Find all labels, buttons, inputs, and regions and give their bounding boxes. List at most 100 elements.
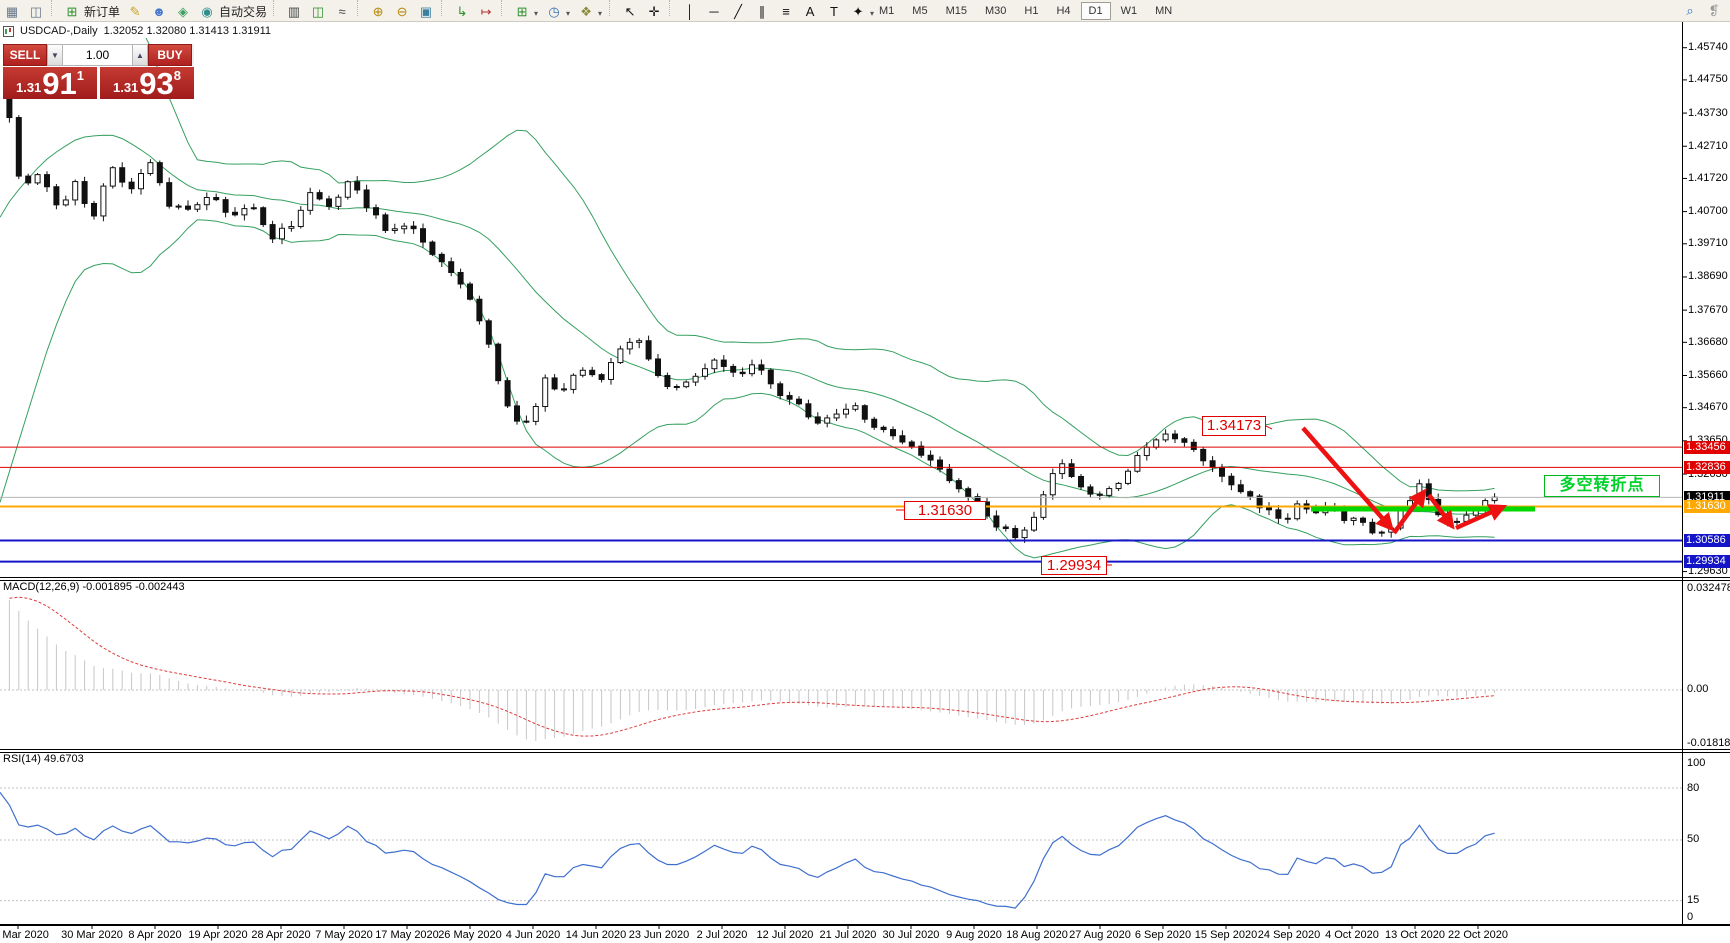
- volume-increase-button[interactable]: ▲: [132, 44, 148, 66]
- trend-arrow-1[interactable]: [1301, 426, 1394, 532]
- zoom-in-icon[interactable]: ⊕: [372, 4, 384, 19]
- chart-window-icon[interactable]: ▦: [5, 4, 19, 19]
- macd-signal-line: [9, 596, 1495, 737]
- trend-arrow-4[interactable]: [1455, 504, 1508, 531]
- metaeditor-icon[interactable]: ✎: [129, 4, 141, 19]
- candlestick-chart-icon[interactable]: ◫: [311, 4, 325, 19]
- price-scale-tick: 1.44750: [1688, 73, 1728, 86]
- price-scale-label-1.31630: 1.31630: [1684, 500, 1730, 514]
- periods-icon[interactable]: ◷: [548, 4, 560, 19]
- price-scale-label-1.32836: 1.32836: [1684, 460, 1730, 474]
- chart-title-bar: USDCAD-,Daily 1.32052 1.32080 1.31413 1.…: [3, 24, 271, 38]
- bar-chart-icon[interactable]: ▥: [287, 4, 301, 19]
- rsi-pane-separator[interactable]: [0, 749, 1730, 750]
- chart-shift-icon[interactable]: ↦: [480, 4, 492, 19]
- text-icon[interactable]: A: [805, 4, 815, 19]
- price-scale-border: [1682, 21, 1683, 925]
- date-label: 7 May 2020: [315, 929, 373, 941]
- macd-scale-bottom: -0.018182: [1687, 737, 1730, 749]
- fibonacci-icon[interactable]: ≡: [782, 4, 790, 19]
- date-label: 9 Aug 2020: [946, 929, 1002, 941]
- timeframe-button-d1[interactable]: D1: [1080, 1, 1111, 20]
- dropdown-arrow-icon[interactable]: ▾: [566, 9, 571, 18]
- tile-windows-icon[interactable]: ▣: [419, 4, 433, 19]
- toolbar-separator: [669, 0, 675, 16]
- buy-price-big: 93: [139, 66, 174, 101]
- market-icon[interactable]: ◉: [201, 4, 213, 19]
- arrows-icon[interactable]: ✦: [852, 4, 864, 19]
- timeframe-button-m5[interactable]: M5: [912, 4, 928, 17]
- price-scale-tick: 1.35660: [1688, 368, 1728, 381]
- toolbar-right-group: ⌕ ❡: [1678, 0, 1726, 21]
- timeframe-button-mn[interactable]: MN: [1155, 4, 1173, 17]
- rsi-scale-tick: 50: [1687, 833, 1700, 845]
- date-label: 19 Apr 2020: [188, 929, 248, 941]
- text-label-icon[interactable]: T: [830, 4, 838, 19]
- signals-icon[interactable]: ◈: [178, 4, 189, 19]
- community-icon[interactable]: ☻: [152, 4, 166, 19]
- zoom-out-icon[interactable]: ⊖: [396, 4, 408, 19]
- buy-button[interactable]: BUY: [148, 44, 192, 66]
- trendline-icon[interactable]: ╱: [734, 4, 742, 19]
- date-label: 4 Oct 2020: [1325, 929, 1379, 941]
- crosshair-icon[interactable]: ✛: [648, 4, 660, 19]
- chat-icon[interactable]: ❡: [1708, 2, 1720, 18]
- timeframe-button-m30[interactable]: M30: [984, 4, 1007, 17]
- macd-pane-separator[interactable]: [0, 577, 1730, 578]
- date-label: 2 Jul 2020: [696, 929, 748, 941]
- trade-controls-row: SELL ▼ ▲ BUY: [3, 44, 194, 66]
- trend-arrow-3[interactable]: [1427, 493, 1455, 530]
- rsi-pane: [0, 787, 1682, 909]
- timeframe-button-h1[interactable]: H1: [1024, 4, 1039, 17]
- turning-point-note[interactable]: 多空转折点: [1544, 475, 1660, 497]
- cursor-icon[interactable]: ↖: [624, 4, 636, 19]
- date-label: 21 Jul 2020: [819, 929, 877, 941]
- new-order-icon[interactable]: ⊞: [66, 4, 78, 19]
- rsi-scale-tick: 15: [1687, 894, 1700, 906]
- timeframe-button-m1[interactable]: M1: [879, 4, 895, 17]
- price-label-high[interactable]: 1.34173: [1202, 416, 1266, 436]
- chart-type-mini-icon: [3, 25, 14, 37]
- timeframe-button-m15[interactable]: M15: [945, 4, 967, 17]
- horizontal-line-icon[interactable]: ─: [709, 4, 719, 19]
- price-scale-tick: 1.41720: [1688, 171, 1728, 184]
- profiles-icon[interactable]: ◫: [29, 4, 43, 19]
- new-order-label[interactable]: 新订单: [84, 5, 121, 19]
- price-scale-tick: 1.42710: [1688, 139, 1728, 152]
- toolbar-separator: [357, 0, 363, 16]
- trend-arrow-2[interactable]: [1392, 488, 1427, 535]
- macd-scale-zero: 0.00: [1687, 683, 1709, 695]
- dropdown-arrow-icon[interactable]: ▾: [534, 9, 539, 18]
- timeframe-button-w1[interactable]: W1: [1120, 4, 1138, 17]
- sell-price-pip: 1: [76, 68, 85, 83]
- volume-decrease-button[interactable]: ▼: [47, 44, 63, 66]
- autotrade-label[interactable]: 自动交易: [219, 5, 268, 19]
- templates-icon[interactable]: ❖: [580, 4, 592, 19]
- date-label: 8 Apr 2020: [128, 929, 182, 941]
- sell-price-panel[interactable]: 1.31 91 1: [3, 67, 97, 99]
- search-icon[interactable]: ⌕: [1686, 2, 1694, 18]
- volume-input[interactable]: [63, 44, 132, 66]
- chart-symbol-period: USDCAD-,Daily: [20, 25, 98, 37]
- toolbar-separator: [609, 0, 615, 16]
- vertical-line-icon[interactable]: │: [685, 4, 695, 19]
- rsi-scale-tick: 100: [1687, 757, 1706, 769]
- bollinger-upper-band: [145, 38, 1495, 492]
- dropdown-arrow-icon[interactable]: ▾: [598, 9, 603, 18]
- price-label-low[interactable]: 1.29934: [1041, 556, 1107, 575]
- price-scale-label-1.29934: 1.29934: [1684, 555, 1730, 569]
- date-label: 23 Jun 2020: [628, 929, 690, 941]
- indicators-icon[interactable]: ⊞: [516, 4, 528, 19]
- dropdown-arrow-icon[interactable]: ▾: [870, 9, 875, 18]
- timeframe-button-h4[interactable]: H4: [1056, 4, 1071, 17]
- price-label-mid[interactable]: 1.31630: [904, 501, 986, 520]
- rsi-pane-separator-2: [0, 752, 1730, 753]
- buy-price-panel[interactable]: 1.31 93 8: [100, 67, 194, 99]
- timeframe-toolbar: M1 M5 M15 M30 H1 H4 D1 W1 MN: [870, 0, 1181, 21]
- equidistant-channel-icon[interactable]: ∥: [758, 4, 766, 19]
- auto-scroll-icon[interactable]: ↳: [456, 4, 468, 19]
- line-chart-icon[interactable]: ≈: [338, 4, 346, 19]
- date-label: 30 Jul 2020: [882, 929, 940, 941]
- sell-button[interactable]: SELL: [3, 44, 47, 66]
